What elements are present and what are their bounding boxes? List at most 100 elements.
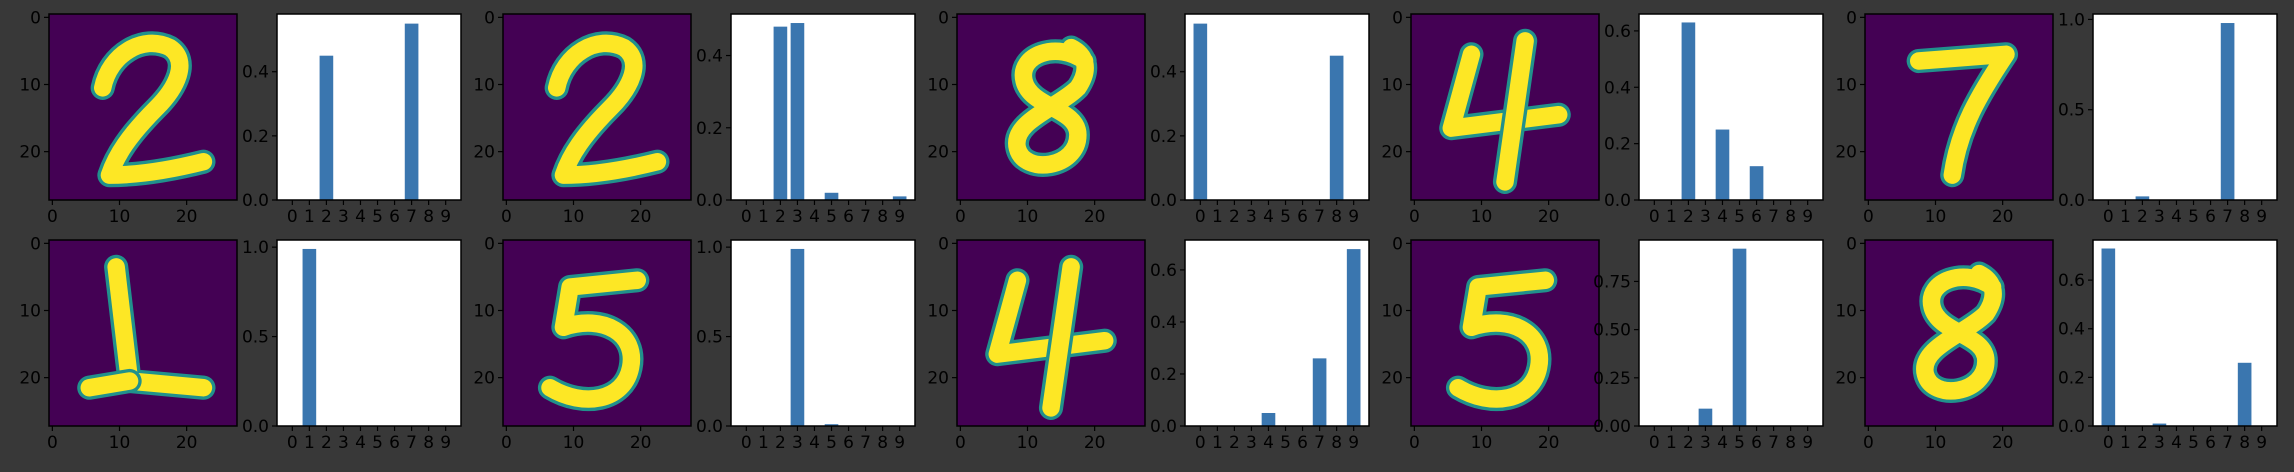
x-tick-label: 4 (2171, 433, 2182, 453)
x-tick-label: 0 (2103, 433, 2114, 453)
prob-bar-4 (1261, 412, 1276, 426)
axes-background (731, 14, 915, 200)
x-tick-label: 8 (423, 433, 434, 453)
x-tick-label: 0 (955, 433, 966, 453)
axes-frame (1864, 13, 2054, 201)
axes-frame (1410, 239, 1600, 427)
digit-strokes (1912, 261, 2006, 403)
x-tick-label: 1 (1212, 207, 1223, 227)
x-tick-label: 5 (1734, 433, 1745, 453)
axes-frame (956, 239, 1146, 427)
digit-stroke (93, 34, 213, 184)
axes-frame (1638, 13, 1824, 201)
digit-stroke (1042, 258, 1080, 417)
x-tick-label: 7 (2222, 433, 2233, 453)
x-tick-label: 2 (1229, 207, 1240, 227)
y-tick-label: 0.00 (1593, 417, 1631, 437)
y-tick-label: 0.50 (1593, 321, 1631, 341)
x-tick-label: 20 (1992, 207, 2014, 227)
x-tick-label: 4 (1263, 207, 1274, 227)
digit-subplot: 0 0 10 10 20 20 (927, 234, 1146, 453)
y-tick-label: 1.0 (242, 238, 269, 258)
x-tick-label: 7 (1768, 207, 1779, 227)
x-tick-label: 0 (1649, 433, 1660, 453)
probability-subplot: 0 1 2 3 4 5 6 7 8 9 0.0 0.2 0.4 (1150, 13, 1370, 227)
prob-bar-8 (2237, 362, 2252, 426)
y-tick-label: 0.4 (1150, 313, 1177, 333)
y-tick-label: 1.0 (696, 238, 723, 258)
prob-bar-6 (1749, 166, 1764, 200)
y-tick-label: 20 (473, 143, 495, 163)
prob-bar-7 (404, 23, 419, 200)
x-tick-label: 20 (1084, 207, 1106, 227)
x-tick-label: 5 (2188, 433, 2199, 453)
x-tick-label: 2 (1229, 433, 1240, 453)
x-tick-label: 10 (1925, 433, 1947, 453)
y-tick-label: 10 (927, 76, 949, 96)
x-tick-label: 2 (1683, 207, 1694, 227)
x-tick-label: 7 (2222, 207, 2233, 227)
x-tick-label: 5 (826, 207, 837, 227)
y-tick-label: 0.2 (1150, 365, 1177, 385)
x-tick-label: 10 (563, 207, 585, 227)
probability-subplot: 0 1 2 3 4 5 6 7 8 9 0.0 0.2 0.4 (696, 13, 916, 227)
x-tick-label: 0 (1195, 433, 1206, 453)
y-tick-label: 20 (1381, 143, 1403, 163)
y-tick-label: 0.0 (696, 191, 723, 211)
prob-bar-2 (2135, 196, 2150, 200)
x-tick-label: 4 (355, 433, 366, 453)
x-tick-label: 0 (1863, 433, 1874, 453)
y-tick-label: 0.2 (1604, 135, 1631, 155)
x-tick-label: 3 (1246, 433, 1257, 453)
axes-frame (1638, 239, 1824, 427)
x-tick-label: 10 (563, 433, 585, 453)
axes-frame (48, 239, 238, 427)
x-tick-label: 2 (775, 433, 786, 453)
x-tick-label: 7 (1768, 433, 1779, 453)
x-tick-label: 3 (2154, 207, 2165, 227)
x-tick-label: 8 (2239, 433, 2250, 453)
prob-bar-1 (302, 248, 317, 426)
y-tick-label: 0.0 (696, 417, 723, 437)
x-tick-label: 7 (1314, 433, 1325, 453)
y-tick-label: 0.6 (2058, 271, 2085, 291)
x-tick-label: 1 (1212, 433, 1223, 453)
y-tick-label: 0.0 (2058, 417, 2085, 437)
prob-bar-9 (1346, 249, 1361, 426)
digit-strokes (985, 254, 1117, 420)
digit-strokes (537, 268, 650, 412)
x-tick-label: 1 (758, 207, 769, 227)
x-tick-label: 3 (338, 207, 349, 227)
y-tick-label: 0 (30, 234, 41, 254)
x-tick-label: 8 (877, 433, 888, 453)
digit-subplot: 0 0 10 10 20 20 (927, 8, 1146, 227)
y-tick-label: 0 (484, 8, 495, 28)
probability-subplot: 0 1 2 3 4 5 6 7 8 9 0.0 0.2 0.4 0.6 (1604, 13, 1824, 227)
x-tick-label: 7 (1314, 207, 1325, 227)
x-tick-label: 4 (2171, 207, 2182, 227)
x-tick-label: 9 (2256, 207, 2267, 227)
digit-stroke (541, 271, 647, 408)
y-tick-label: 10 (1835, 76, 1857, 96)
digit-strokes (1445, 268, 1558, 412)
x-tick-label: 10 (109, 433, 131, 453)
y-tick-label: 10 (473, 76, 495, 96)
x-tick-label: 2 (321, 433, 332, 453)
x-tick-label: 0 (1409, 433, 1420, 453)
x-tick-label: 6 (389, 433, 400, 453)
digit-subplot: 0 0 10 10 20 20 (1381, 8, 1600, 227)
x-tick-label: 10 (1471, 433, 1493, 453)
y-tick-label: 20 (1835, 143, 1857, 163)
x-tick-label: 3 (1246, 207, 1257, 227)
y-tick-label: 20 (1835, 369, 1857, 389)
prob-bar-8 (1329, 55, 1344, 201)
axes-frame (730, 13, 916, 201)
digit-subplot: 0 0 10 10 20 20 (1835, 8, 2054, 227)
x-tick-label: 20 (1538, 207, 1560, 227)
prob-bar-2 (319, 55, 334, 201)
x-tick-label: 9 (1802, 207, 1813, 227)
x-tick-label: 4 (809, 207, 820, 227)
y-tick-label: 0 (1392, 8, 1403, 28)
prob-bar-3 (790, 248, 805, 426)
x-tick-label: 9 (894, 433, 905, 453)
